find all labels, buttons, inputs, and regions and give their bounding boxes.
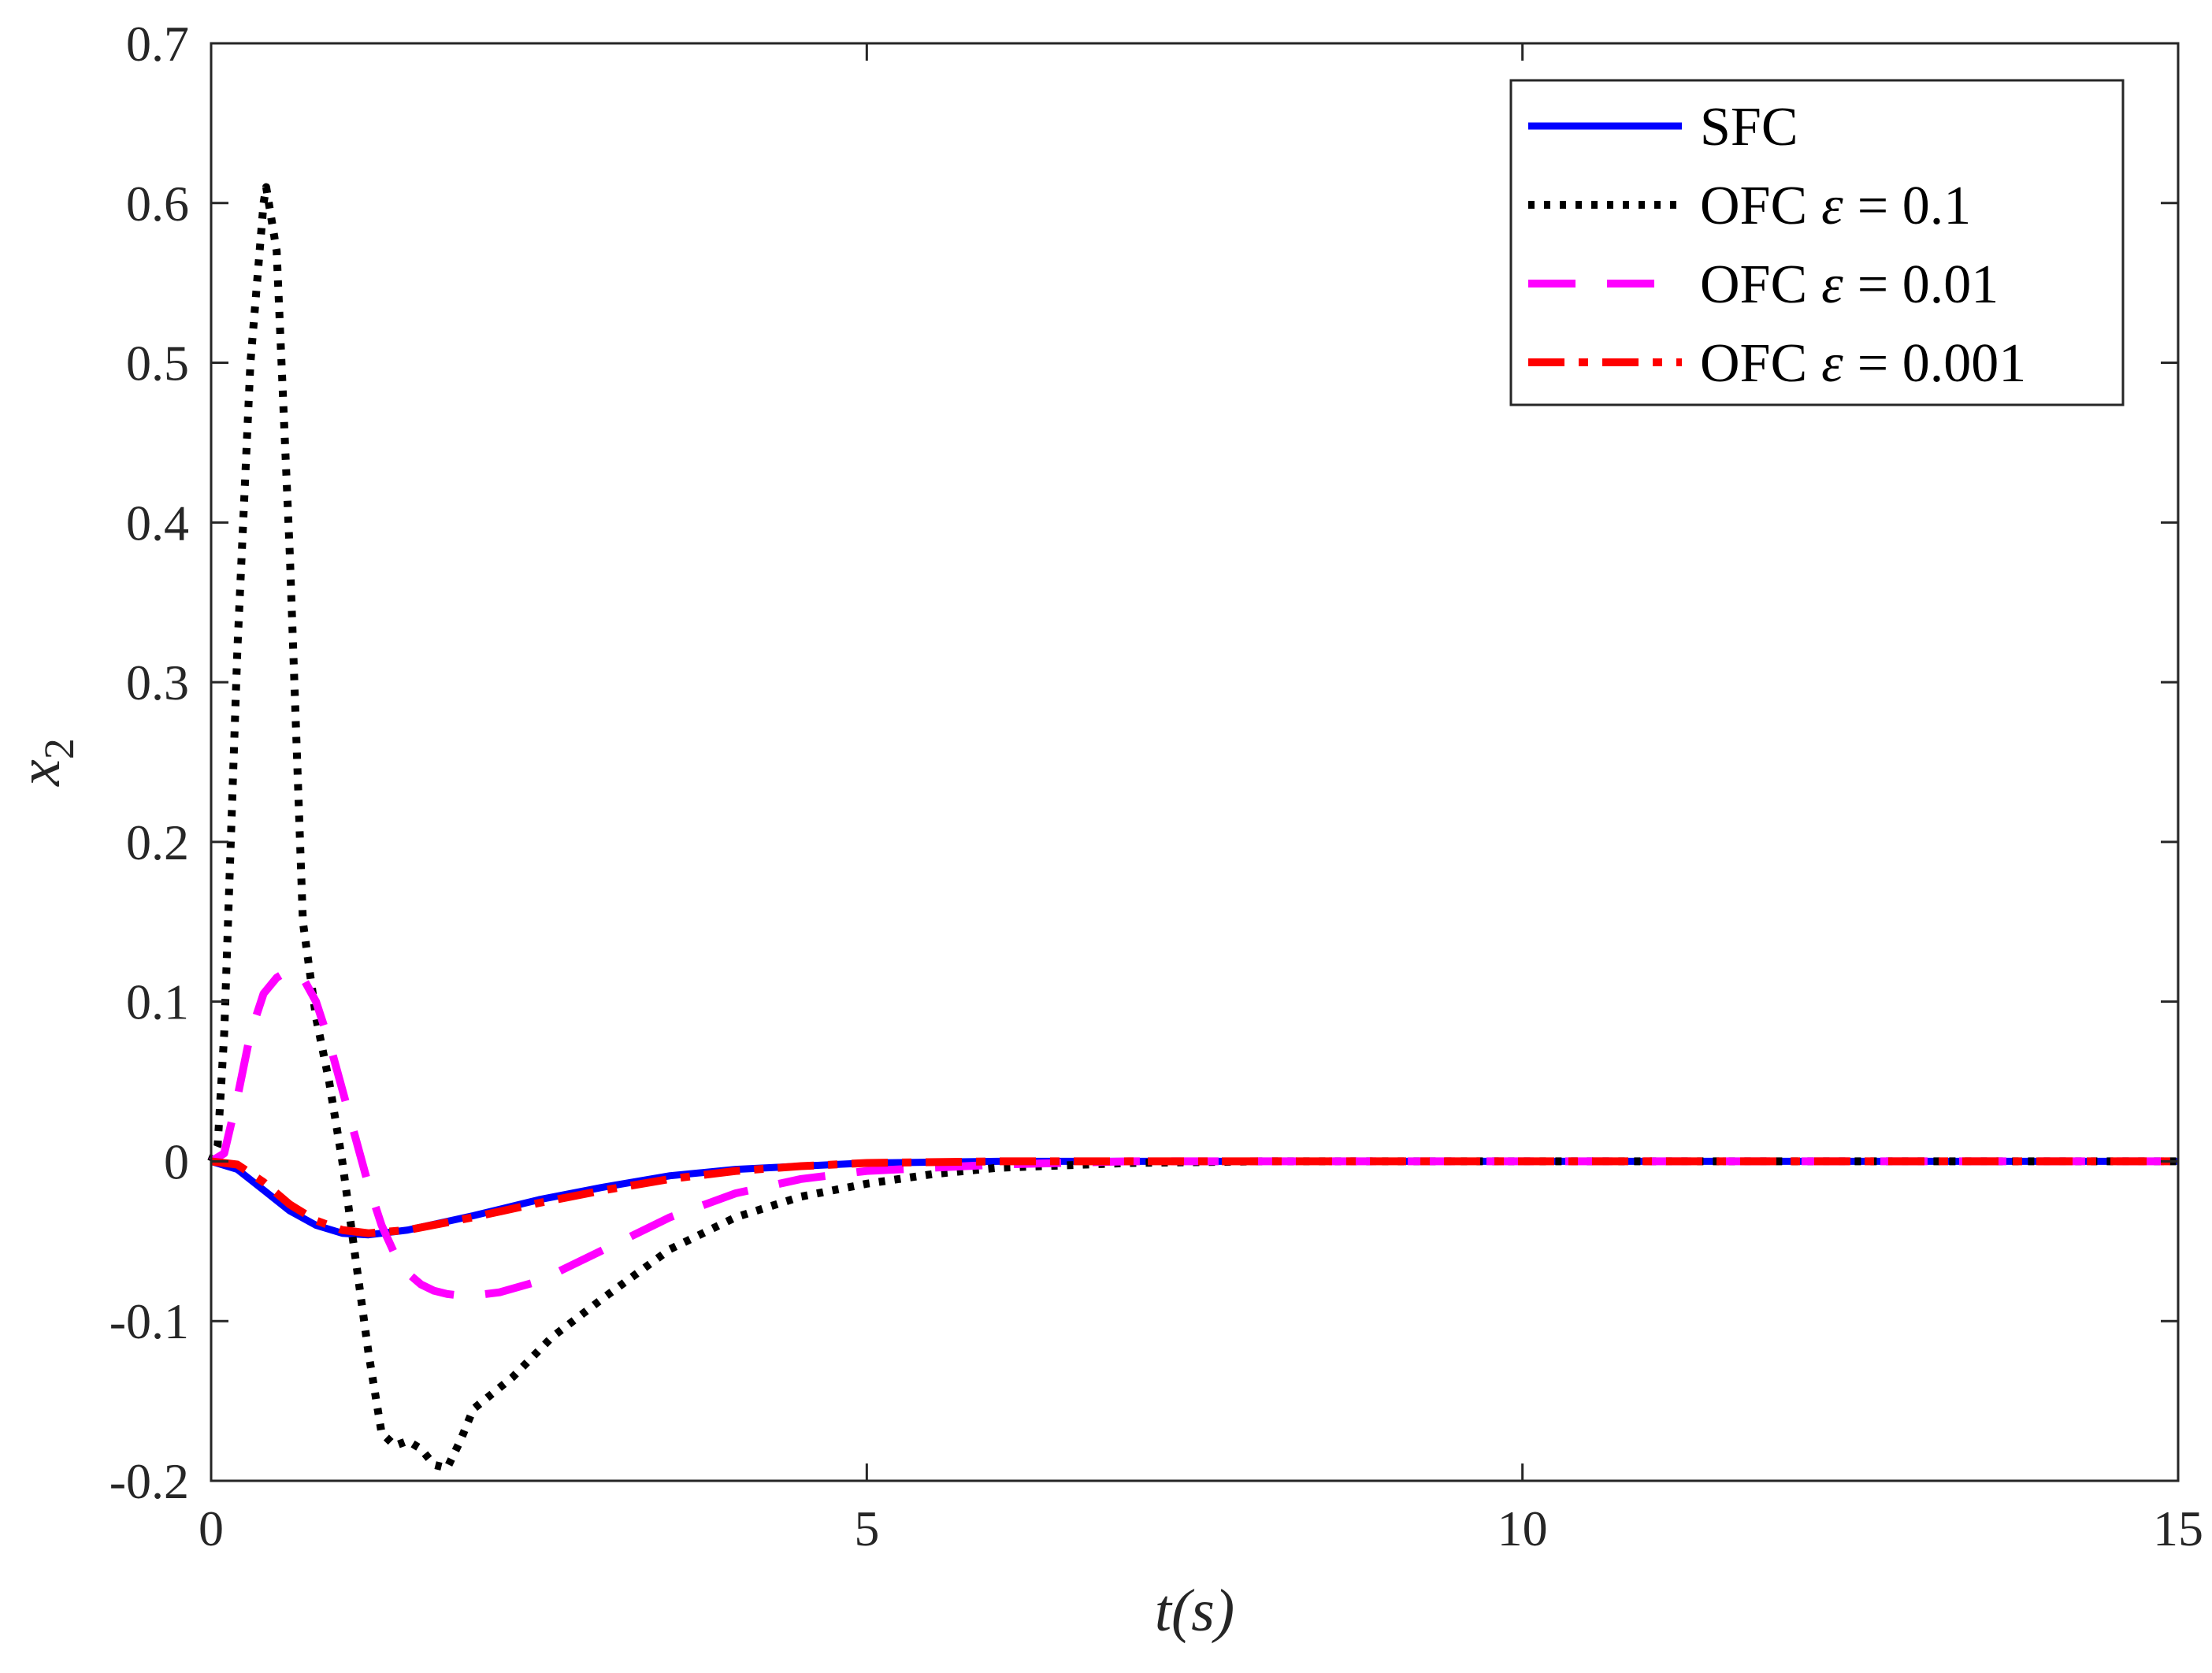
x-tick-label: 0 bbox=[199, 1501, 224, 1556]
series-line-2 bbox=[209, 966, 2178, 1300]
y-tick-label: 0 bbox=[164, 1133, 189, 1189]
y-tick-label: 0.5 bbox=[126, 336, 189, 391]
y-axis-label: x2 bbox=[6, 738, 83, 787]
x-tick-label: 15 bbox=[2153, 1501, 2203, 1556]
y-tick-label: 0.4 bbox=[126, 495, 189, 551]
axes-layer: 0 5 10 15 -0.2 -0.1 0 0.1 0.2 0.3 0.4 0.5 0.6 0.7 t(s)… bbox=[6, 16, 2203, 1644]
plot-frame bbox=[210, 42, 2180, 1482]
y-tick-label: -0.1 bbox=[109, 1293, 189, 1349]
y-tick-label: 0.7 bbox=[126, 16, 189, 72]
x-tick-label: 5 bbox=[854, 1501, 879, 1556]
y-tick-label: 0.6 bbox=[126, 176, 189, 232]
series-line-1 bbox=[207, 183, 2178, 1472]
legend-label-3: OFC ε = 0.001 bbox=[1700, 333, 2026, 394]
x-tick-label: 10 bbox=[1498, 1501, 1548, 1556]
legend-box bbox=[1509, 79, 2125, 406]
legend-label-0: SFC bbox=[1700, 97, 1798, 158]
y-tick-label: 0.3 bbox=[126, 655, 189, 710]
series-line-0 bbox=[210, 1157, 2178, 1239]
y-tick-label: 0.1 bbox=[126, 974, 189, 1030]
y-tick-label: -0.2 bbox=[109, 1453, 189, 1509]
legend-label-1: OFC ε = 0.1 bbox=[1700, 176, 1971, 236]
x-axis-label: t(s) bbox=[1155, 1578, 1234, 1644]
series-line-3 bbox=[210, 1157, 2178, 1237]
legend-label-2: OFC ε = 0.01 bbox=[1700, 254, 1999, 315]
series-layer bbox=[207, 183, 2178, 1472]
legend: SFC OFC ε = 0.1 OFC ε = 0.01 OFC ε = 0.001 bbox=[1509, 79, 2125, 406]
y-tick-label: 0.2 bbox=[126, 814, 189, 870]
